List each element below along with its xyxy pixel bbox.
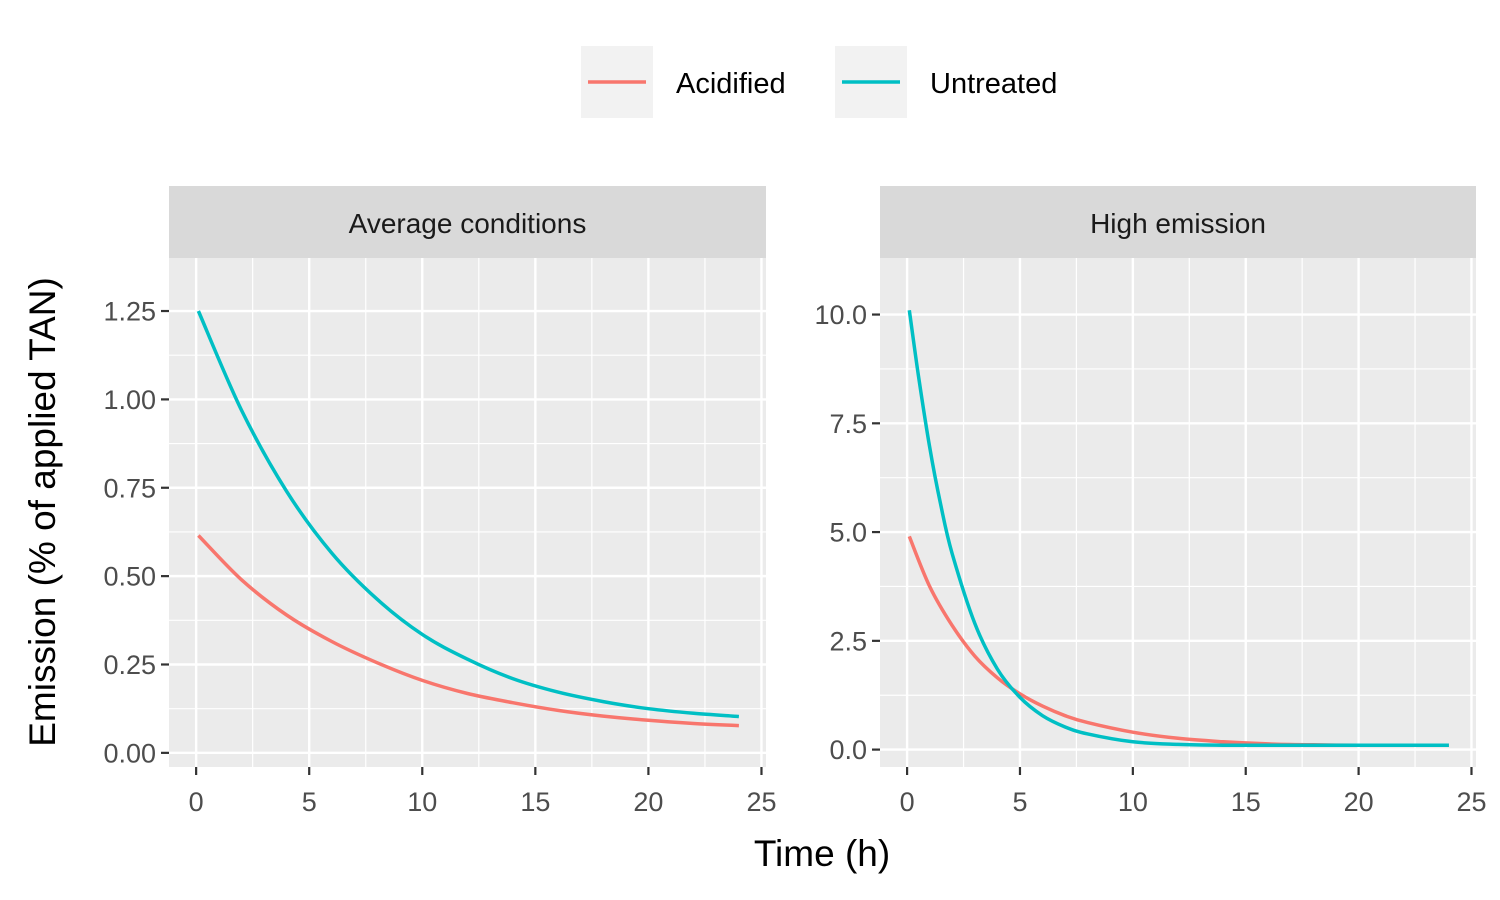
x-tick-label-high-emission: 15	[1231, 787, 1261, 817]
x-tick-label-high-emission: 10	[1118, 787, 1148, 817]
plot-area-high-emission	[880, 258, 1476, 767]
x-tick-label-high-emission: 25	[1456, 787, 1486, 817]
x-tick-label-average-conditions: 20	[633, 787, 663, 817]
y-axis-title: Emission (% of applied TAN)	[22, 277, 63, 747]
y-tick-label-average-conditions: 0.00	[103, 738, 156, 768]
series-line-untreated-average-conditions	[196, 310, 740, 719]
legend: Acidified Untreated	[581, 46, 1057, 118]
y-tick-label-high-emission: 0.0	[829, 735, 867, 765]
y-tick-label-average-conditions: 0.25	[103, 650, 156, 680]
axes-average-conditions: 0 5 10 15 20 25 0.00 0.25 0.50 0.75 1.00 1.25	[103, 297, 776, 817]
strip-label-high-emission: High emission	[1090, 208, 1266, 239]
x-tick-label-average-conditions: 15	[520, 787, 550, 817]
legend-label-acidified: Acidified	[676, 68, 786, 100]
axes-high-emission: 0 5 10 15 20 25 0.0 2.5 5.0 7.5 10.0	[814, 300, 1486, 817]
x-tick-label-average-conditions: 0	[189, 787, 204, 817]
series-high-emission	[907, 309, 1449, 748]
grid-high-emission	[880, 258, 1476, 767]
x-tick-label-average-conditions: 25	[746, 787, 776, 817]
y-tick-label-average-conditions: 0.50	[103, 562, 156, 592]
plot-area-average-conditions	[169, 258, 766, 767]
y-tick-label-average-conditions: 1.00	[103, 385, 156, 415]
y-tick-label-average-conditions: 1.25	[103, 297, 156, 327]
strip-label-average-conditions: Average conditions	[349, 208, 587, 239]
y-tick-label-high-emission: 2.5	[829, 626, 867, 656]
grid-average-conditions	[169, 258, 766, 767]
x-tick-label-average-conditions: 5	[302, 787, 317, 817]
x-tick-label-high-emission: 5	[1012, 787, 1027, 817]
panel-average-conditions: Average conditions 0 5 10 15 20 25 0.00 0.25 0.5…	[103, 186, 777, 817]
legend-label-untreated: Untreated	[930, 68, 1057, 100]
strip-average-conditions	[169, 186, 766, 258]
x-tick-label-high-emission: 20	[1344, 787, 1374, 817]
series-line-acidified-average-conditions	[197, 534, 739, 728]
x-tick-label-average-conditions: 10	[407, 787, 437, 817]
y-tick-label-high-emission: 5.0	[829, 518, 867, 548]
series-average-conditions	[196, 310, 740, 728]
strip-high-emission	[880, 186, 1476, 258]
x-tick-label-high-emission: 0	[900, 787, 915, 817]
y-tick-label-high-emission: 10.0	[814, 300, 867, 330]
y-tick-label-high-emission: 7.5	[829, 409, 867, 439]
panel-high-emission: High emission 0 5 10 15 20 25 0.0 2.5 5.0 7.5 10.0	[814, 186, 1487, 817]
x-axis-title: Time (h)	[754, 833, 890, 874]
series-line-untreated-high-emission	[907, 309, 1449, 748]
y-tick-label-average-conditions: 0.75	[103, 473, 156, 503]
